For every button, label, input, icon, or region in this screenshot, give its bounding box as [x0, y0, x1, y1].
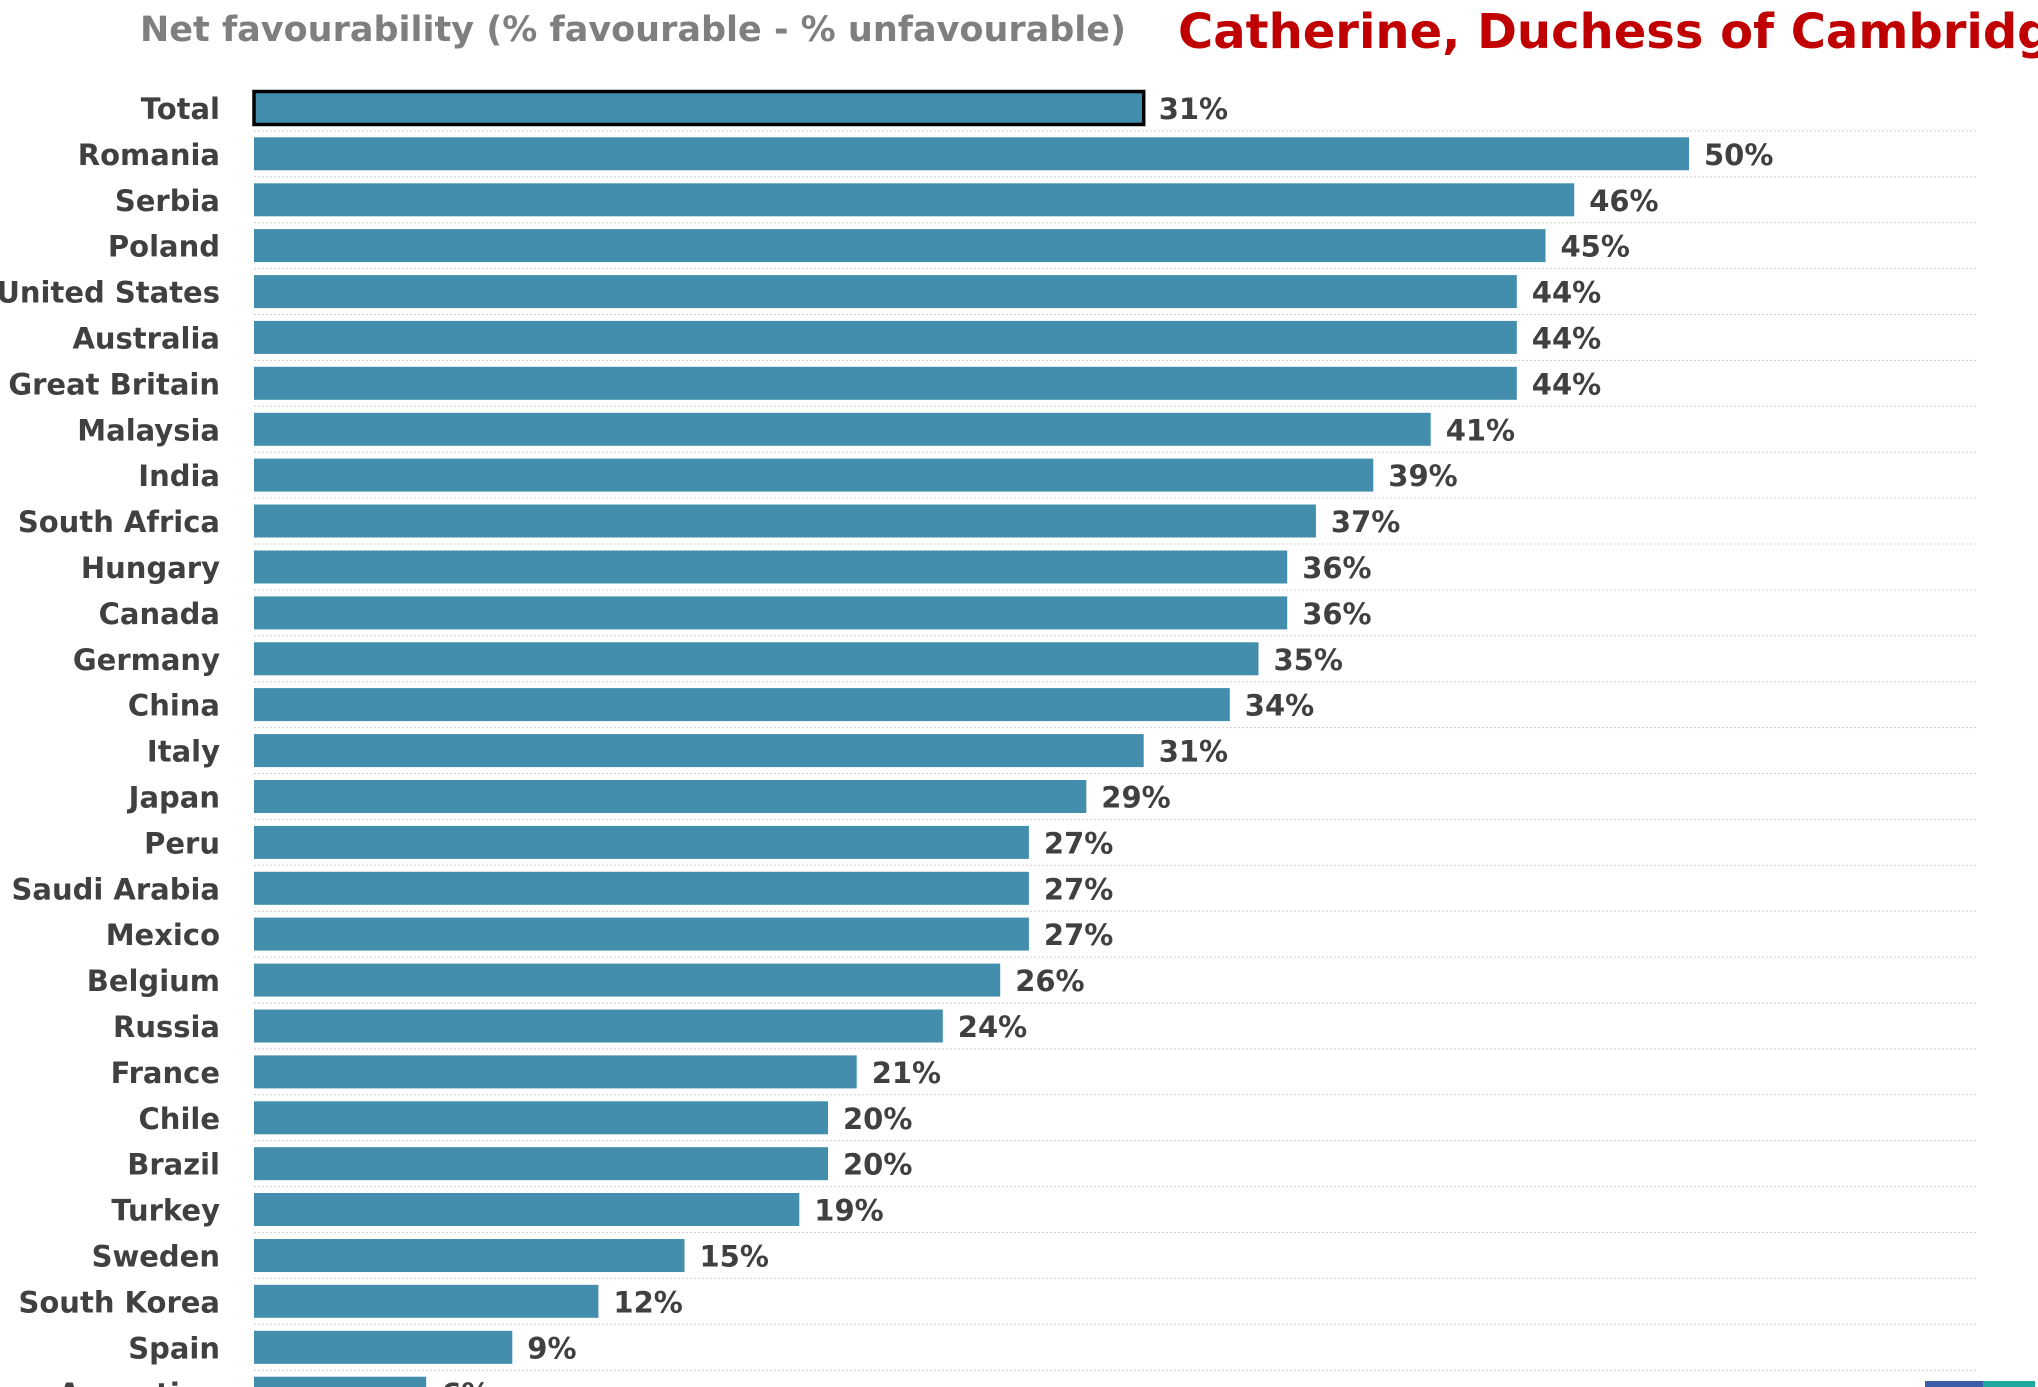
bar-france [254, 1055, 857, 1089]
bar-sweden [254, 1239, 685, 1272]
value-label: 12% [613, 1285, 682, 1319]
category-label: Mexico [106, 918, 220, 952]
category-label: China [128, 689, 220, 723]
value-label: 44% [1532, 367, 1601, 401]
category-label: Brazil [127, 1148, 220, 1182]
category-label: Belgium [87, 964, 220, 998]
bar-hungary [254, 550, 1288, 584]
category-label: Malaysia [77, 413, 220, 447]
bar-india [254, 458, 1374, 492]
category-label: Australia [72, 321, 220, 355]
value-label: 35% [1274, 643, 1343, 677]
value-label: 27% [1044, 918, 1113, 952]
value-label: 9% [527, 1331, 576, 1365]
value-label: 29% [1101, 781, 1170, 815]
bar-china [254, 688, 1230, 722]
category-label: Saudi Arabia [12, 872, 220, 906]
bar-japan [254, 780, 1087, 813]
value-label: 34% [1245, 689, 1314, 723]
bar-argentina [254, 1376, 427, 1387]
category-label: Russia [113, 1010, 220, 1044]
bar-serbia [254, 183, 1575, 217]
bar-turkey [254, 1193, 800, 1226]
value-label: 21% [872, 1056, 941, 1090]
category-label: India [138, 459, 220, 493]
category-label: United States [0, 276, 220, 310]
bar-great-britain [254, 366, 1517, 400]
category-label: Germany [73, 643, 220, 677]
value-label: 24% [958, 1010, 1027, 1044]
value-label: 31% [1159, 735, 1228, 769]
value-label: 27% [1044, 826, 1113, 860]
bar-italy [254, 734, 1144, 768]
value-label: 41% [1446, 413, 1515, 447]
value-label: 20% [843, 1102, 912, 1136]
bar-canada [254, 596, 1288, 630]
bar-saudi-arabia [254, 871, 1029, 905]
value-label: 50% [1704, 138, 1773, 172]
value-label: 39% [1388, 459, 1457, 493]
bar-united-states [254, 275, 1517, 309]
value-label: 31% [1159, 92, 1228, 126]
value-label: 6% [441, 1377, 490, 1387]
bar-malaysia [254, 412, 1431, 446]
bar-australia [254, 320, 1517, 354]
category-label: Poland [108, 230, 220, 264]
category-label: Canada [99, 597, 220, 631]
category-label: Romania [78, 138, 220, 172]
category-label: Italy [147, 735, 220, 769]
bar-germany [254, 642, 1259, 676]
value-label: 46% [1589, 184, 1658, 218]
value-label: 15% [700, 1240, 769, 1274]
value-label: 19% [814, 1194, 883, 1228]
value-label: 45% [1561, 230, 1630, 264]
category-label: Chile [139, 1102, 220, 1136]
brand-corner-mark [1925, 1381, 2035, 1387]
value-label: 44% [1532, 276, 1601, 310]
value-label: 36% [1302, 597, 1371, 631]
category-label: Hungary [81, 551, 220, 585]
value-label: 37% [1331, 505, 1400, 539]
value-label: 36% [1302, 551, 1371, 585]
bar-south-africa [254, 504, 1316, 538]
bar-belgium [254, 963, 1001, 997]
bar-total [252, 89, 1146, 127]
value-label: 26% [1015, 964, 1084, 998]
category-label: Total [141, 92, 220, 126]
category-label: France [111, 1056, 220, 1090]
category-label: Turkey [111, 1194, 220, 1228]
category-label: South Africa [18, 505, 220, 539]
category-label: Peru [144, 826, 220, 860]
bar-mexico [254, 917, 1029, 951]
value-label: 27% [1044, 872, 1113, 906]
bar-romania [254, 137, 1689, 171]
value-label: 44% [1532, 321, 1601, 355]
category-label: Serbia [115, 184, 220, 218]
category-label: Japan [127, 781, 220, 815]
bar-chile [254, 1101, 828, 1135]
bar-poland [254, 229, 1546, 263]
category-label: Sweden [92, 1240, 220, 1274]
chart-subtitle: Net favourability (% favourable - % unfa… [140, 10, 1127, 50]
bar-peru [254, 825, 1029, 859]
category-label: Spain [128, 1331, 220, 1365]
category-label: South Korea [19, 1285, 221, 1319]
bar-brazil [254, 1147, 828, 1181]
bar-russia [254, 1009, 943, 1043]
chart-title: Catherine, Duchess of Cambridge [1178, 4, 2038, 60]
bar-south-korea [254, 1284, 599, 1318]
category-label: Argentina [58, 1377, 220, 1387]
bar-spain [254, 1330, 513, 1364]
category-label: Great Britain [8, 367, 220, 401]
value-label: 20% [843, 1148, 912, 1182]
